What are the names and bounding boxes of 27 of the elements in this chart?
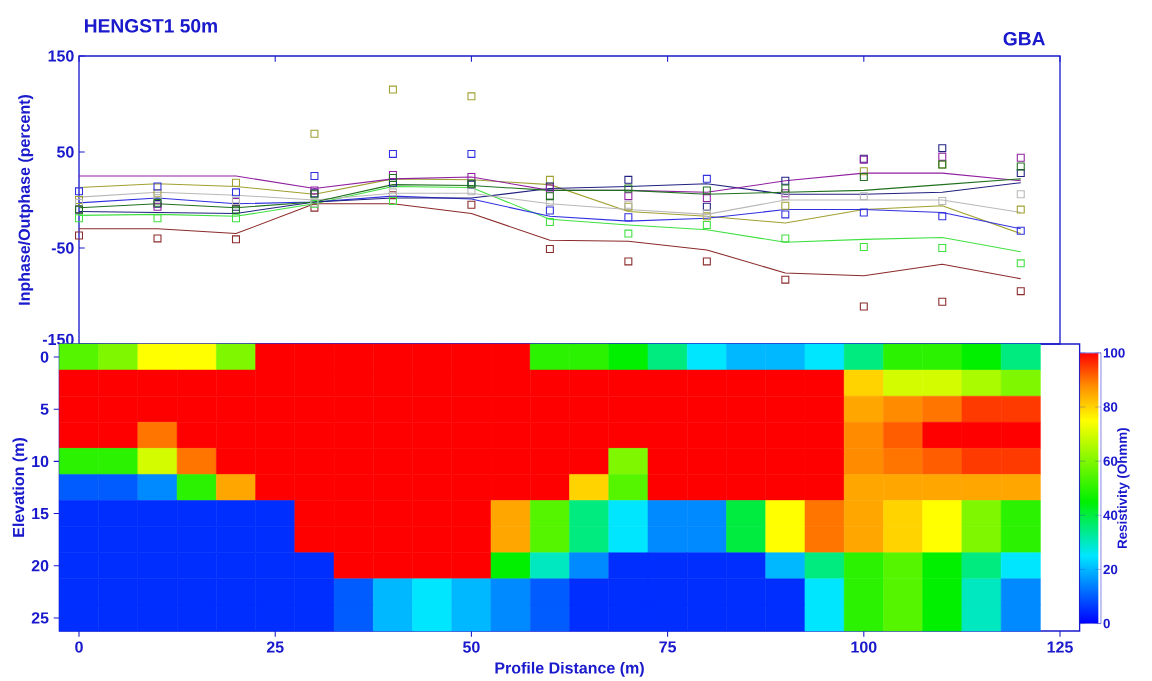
y-tick-label: 5: [40, 403, 49, 415]
color-bar-label: 60: [1103, 456, 1118, 466]
color-bar-label: 100: [1103, 348, 1125, 358]
color-bar-title: Resistivity (Ohmm): [1117, 428, 1130, 549]
color-bar-label: 0: [1103, 618, 1110, 629]
y-axis-title: Elevation (m): [12, 438, 28, 537]
x-tick-label: 75: [659, 641, 677, 653]
y-axis-title: Inphase/Outphase (percent): [18, 95, 34, 305]
text: GBA: [1003, 31, 1045, 46]
y-tick-label: 10: [32, 455, 49, 468]
y-tick-label: 15: [32, 508, 49, 520]
color-bar-label: 40: [1103, 510, 1118, 520]
x-tick-label: 25: [266, 641, 284, 653]
y-tick-label: -50: [51, 242, 74, 254]
y-tick-label: 150: [48, 50, 74, 62]
chart-title: HENGST1 50m: [85, 19, 217, 33]
y-tick-label: 50: [57, 146, 74, 158]
y-tick-label: 0: [40, 351, 49, 363]
x-tick-label: 125: [1047, 641, 1073, 653]
color-bar-label: 20: [1103, 564, 1118, 575]
x-tick-label: 0: [75, 641, 83, 653]
x-axis-title: Profile Distance (m): [495, 661, 644, 677]
y-tick-label: 25: [31, 612, 49, 624]
color-bar-label: 80: [1103, 402, 1118, 412]
x-tick-label: 100: [851, 641, 877, 653]
y-tick-label: 20: [31, 560, 49, 572]
x-tick-label: 50: [463, 641, 480, 653]
